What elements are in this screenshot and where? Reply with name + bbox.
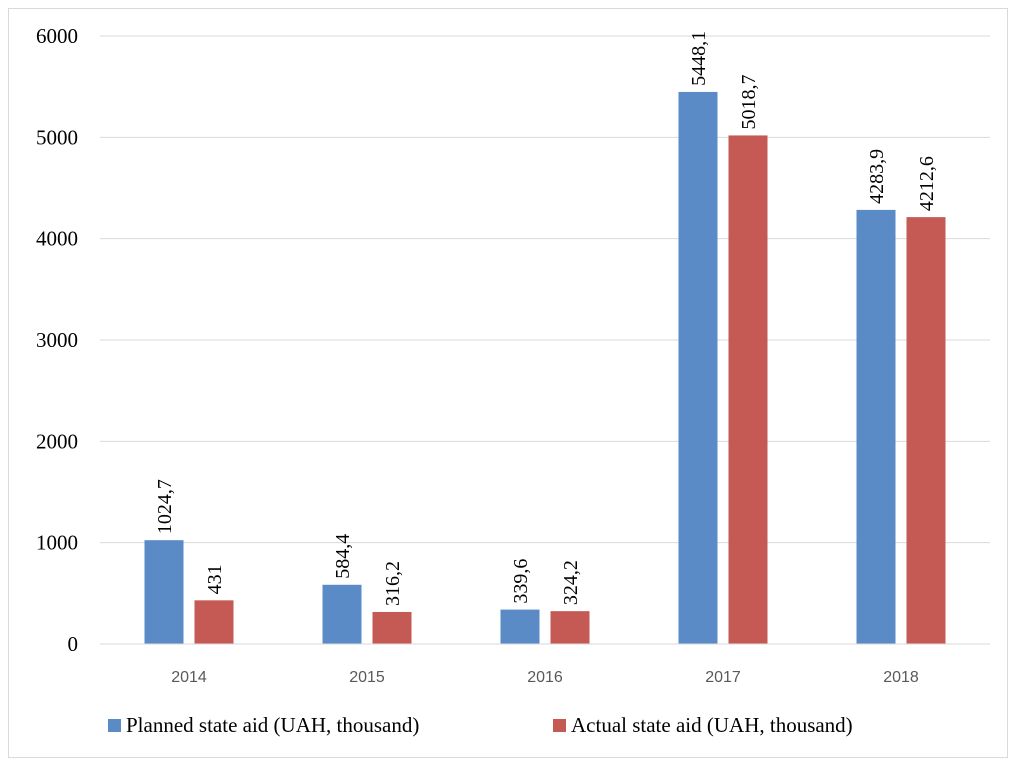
legend-label: Actual state aid (UAH, thousand)	[571, 713, 853, 737]
legend: Planned state aid (UAH, thousand) Actual …	[108, 713, 853, 737]
x-tick-label: 2016	[527, 669, 563, 686]
bar-actual-2014	[194, 600, 234, 644]
y-tick-label: 1000	[36, 531, 78, 555]
data-label: 4212,6	[916, 156, 938, 211]
data-label: 4283,9	[866, 149, 888, 204]
y-tick-label: 6000	[36, 24, 78, 48]
bar-planned-2018	[856, 209, 896, 644]
data-label: 431	[204, 564, 226, 594]
data-label: 1024,7	[154, 479, 176, 534]
data-label: 5448,1	[688, 31, 710, 86]
data-label: 316,2	[382, 561, 404, 606]
bar-planned-2015	[322, 584, 362, 644]
x-tick-label: 2015	[349, 669, 385, 686]
data-label: 324,2	[560, 560, 582, 605]
bar-actual-2018	[906, 217, 946, 644]
y-tick-label: 3000	[36, 328, 78, 352]
x-tick-label: 2018	[883, 669, 919, 686]
legend-swatch	[108, 719, 121, 732]
y-tick-label: 4000	[36, 227, 78, 251]
legend-label: Planned state aid (UAH, thousand)	[126, 713, 419, 737]
data-label: 5018,7	[738, 74, 760, 129]
data-label: 339,6	[510, 559, 532, 604]
y-tick-label: 5000	[36, 125, 78, 149]
data-label: 584,4	[332, 534, 354, 579]
x-tick-label: 2014	[171, 669, 207, 686]
bars	[144, 91, 946, 645]
y-tick-label: 2000	[36, 429, 78, 453]
gridlines	[100, 35, 990, 544]
x-tick-label: 2017	[705, 669, 741, 686]
y-tick-label: 0	[68, 632, 79, 656]
bar-actual-2017	[728, 135, 768, 644]
data-labels: 1024,7 431 584,4 316,2 339,6 324,2 5448,1 5018,…	[154, 31, 938, 606]
bar-planned-2017	[678, 91, 718, 645]
legend-swatch	[553, 719, 566, 732]
bar-planned-2014	[144, 540, 184, 644]
y-axis-ticks: 0 1000 2000 3000 4000 5000 6000	[36, 24, 78, 656]
bar-actual-2016	[550, 611, 590, 644]
bar-planned-2016	[500, 609, 540, 644]
bar-actual-2015	[372, 611, 412, 644]
x-axis-ticks: 2014 2015 2016 2017 2018	[171, 669, 919, 686]
